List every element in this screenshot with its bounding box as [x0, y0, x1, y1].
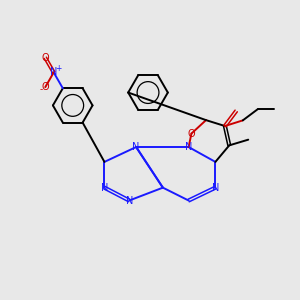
- Text: -: -: [40, 85, 43, 94]
- Text: N: N: [185, 142, 192, 152]
- Text: O: O: [41, 53, 49, 63]
- Text: N: N: [132, 142, 140, 152]
- Text: N: N: [50, 68, 57, 77]
- Text: O: O: [41, 82, 49, 92]
- Text: +: +: [56, 64, 62, 73]
- Text: N: N: [101, 183, 108, 193]
- Text: O: O: [188, 129, 195, 139]
- Text: N: N: [212, 183, 219, 193]
- Text: N: N: [125, 196, 133, 206]
